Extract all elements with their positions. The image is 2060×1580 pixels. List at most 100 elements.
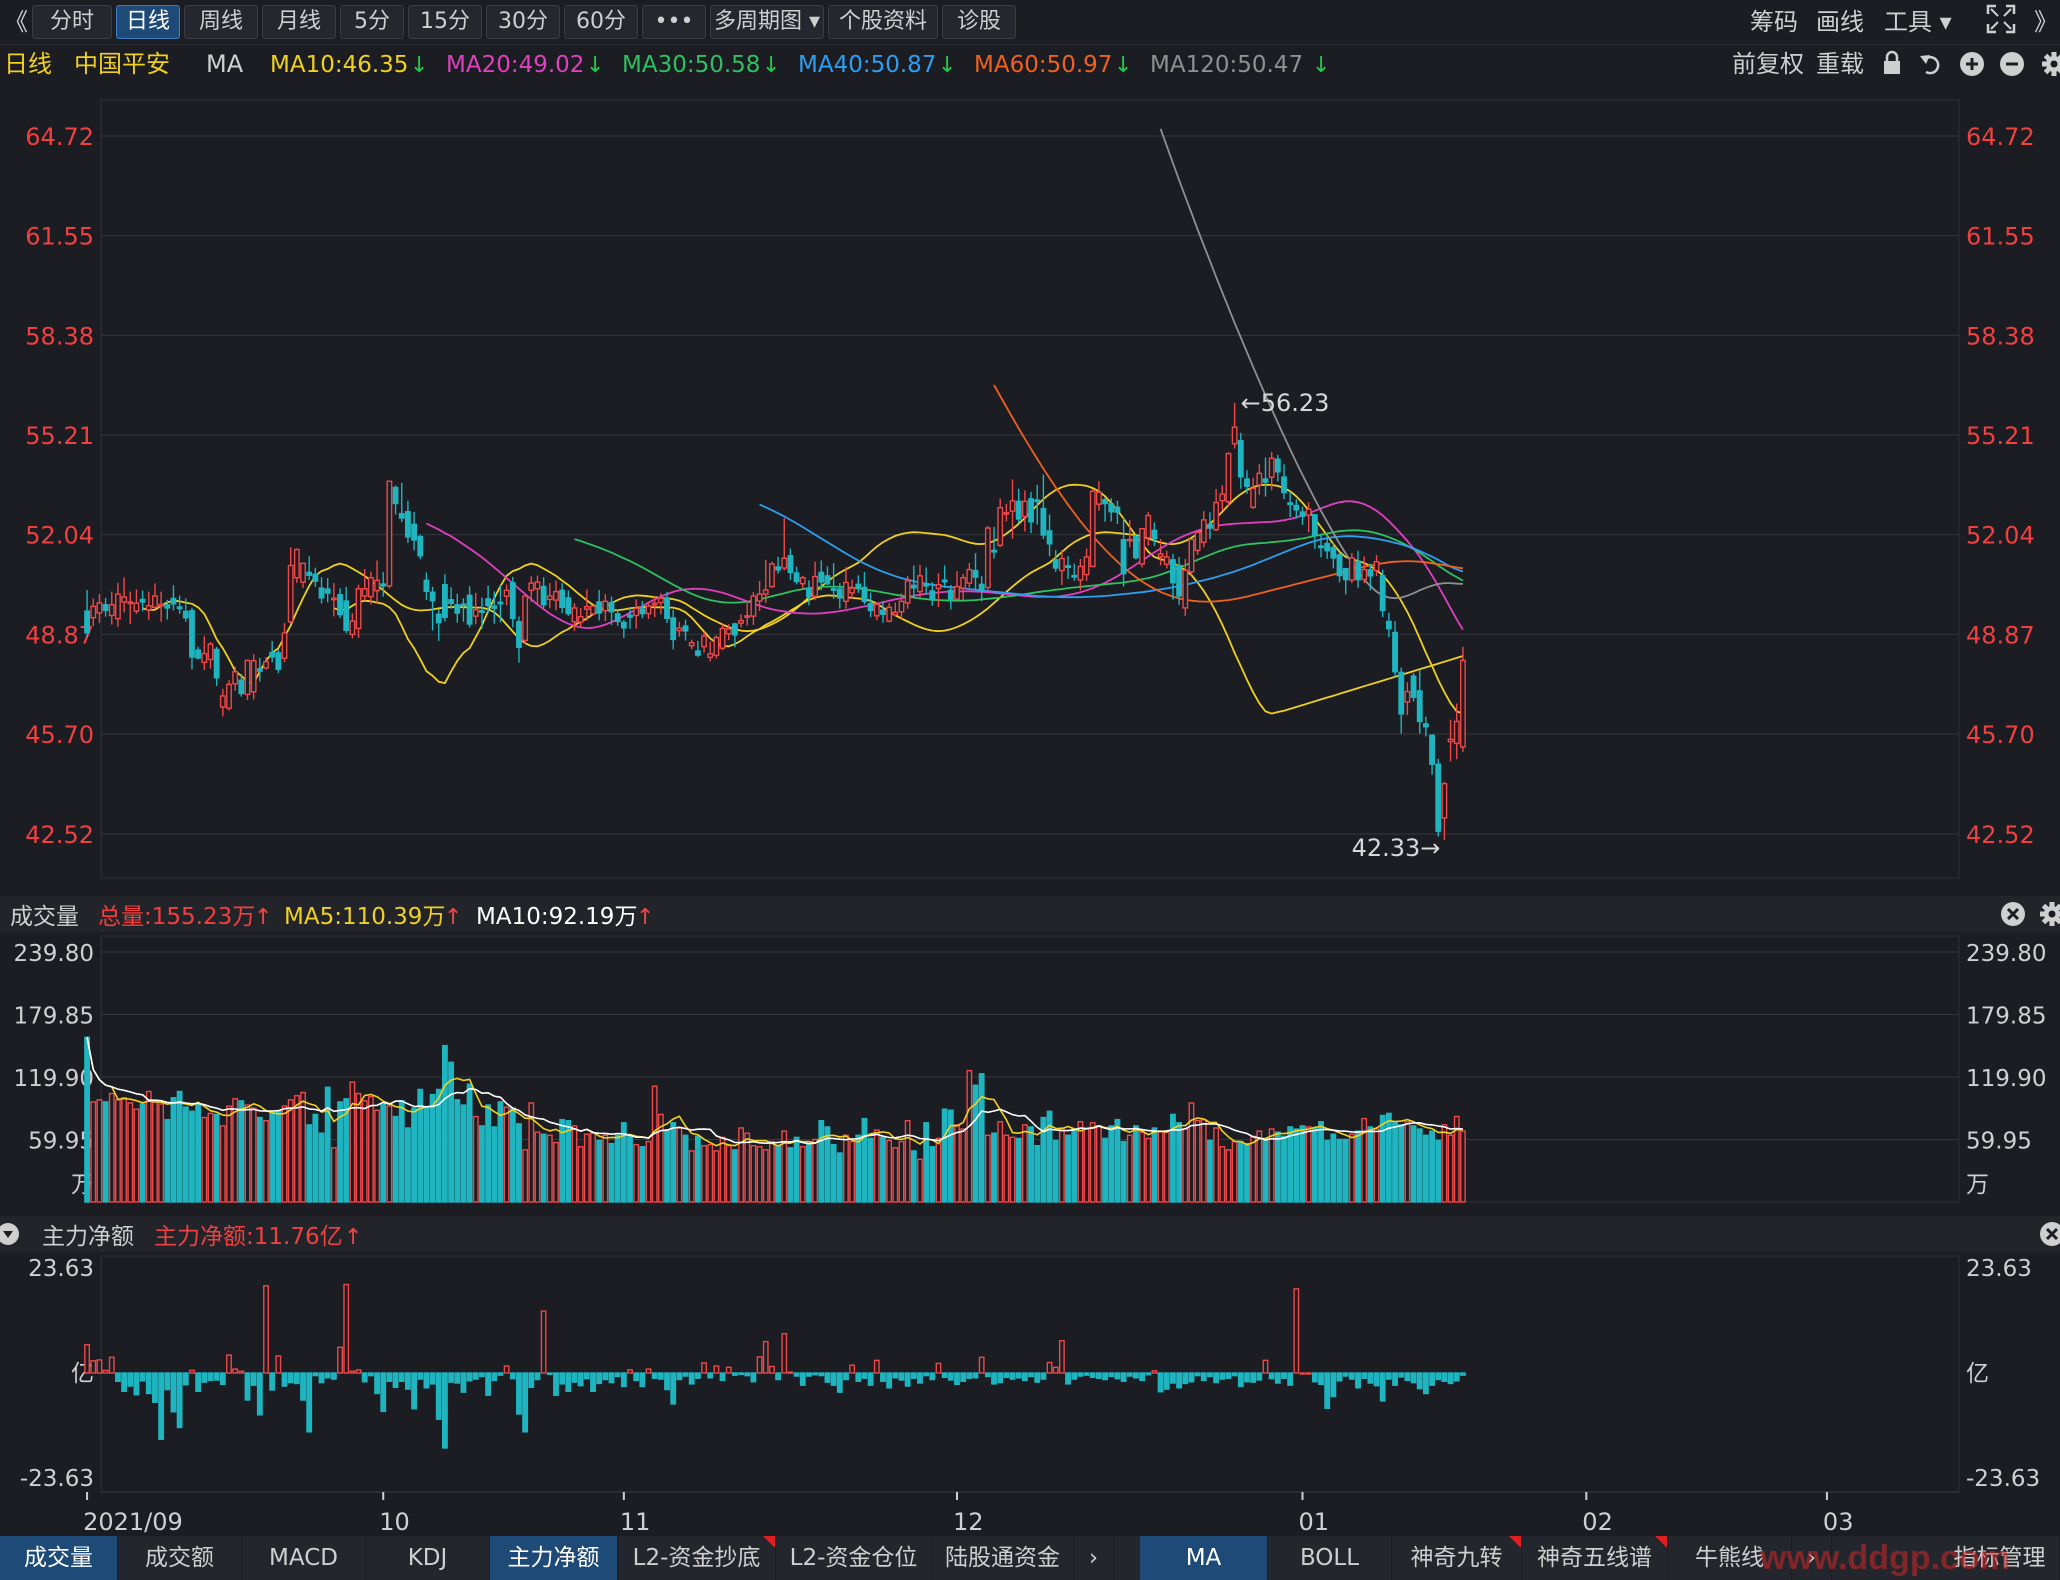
volume-bar bbox=[429, 1093, 436, 1203]
candle-body bbox=[300, 562, 306, 583]
right-tabs-scroll-icon[interactable]: › bbox=[1792, 1536, 1832, 1580]
flow-bar bbox=[898, 1372, 905, 1381]
candle-body bbox=[719, 627, 726, 649]
candle-body bbox=[818, 571, 825, 583]
indicator-tab-right-3[interactable]: 神奇五线谱 bbox=[1522, 1536, 1668, 1580]
volume-bar bbox=[238, 1100, 245, 1203]
period-button-7[interactable]: 60分 bbox=[564, 5, 638, 39]
indicator-tab-right-2[interactable]: 神奇九转 bbox=[1392, 1536, 1522, 1580]
flow-bar bbox=[713, 1365, 720, 1374]
ma-down-arrow-4: ↓ bbox=[1114, 53, 1132, 78]
indicator-tab-left-5[interactable]: L2-资金抄底 bbox=[618, 1536, 776, 1580]
period-button-4[interactable]: 5分 bbox=[340, 5, 404, 39]
stock-chart[interactable]: 日线 中国平安 MA MA10:46.35 ↓ MA20:49.02 ↓ MA30:50.58… bbox=[0, 0, 2060, 1536]
period-button-8[interactable]: ••• bbox=[642, 5, 706, 39]
volume-bar bbox=[1163, 1130, 1170, 1203]
indicator-tab-right-1[interactable]: BOLL bbox=[1268, 1536, 1392, 1580]
toolbar-right-item-2[interactable]: 工具 ▾ bbox=[1884, 8, 1952, 36]
candle-body bbox=[1318, 545, 1324, 549]
zoom-out-icon[interactable] bbox=[2000, 52, 2024, 76]
fullscreen-icon[interactable] bbox=[1986, 4, 2016, 43]
indicator-tab-right-0[interactable]: MA bbox=[1140, 1536, 1268, 1580]
chart-settings-gear-icon[interactable] bbox=[2042, 52, 2060, 76]
volume-bar bbox=[1416, 1128, 1423, 1203]
undo-icon[interactable] bbox=[1920, 55, 1940, 75]
info-indicator: MA bbox=[206, 50, 244, 78]
volume-bar bbox=[1268, 1128, 1275, 1203]
candle-body bbox=[978, 583, 985, 592]
volume-bar bbox=[102, 1101, 109, 1203]
flow-bar bbox=[1200, 1372, 1207, 1382]
volume-bar bbox=[886, 1139, 893, 1203]
candle-body bbox=[1058, 557, 1065, 572]
period-button-11[interactable]: 诊股 bbox=[942, 5, 1016, 39]
flow-bar bbox=[1318, 1372, 1324, 1386]
indicator-tab-left-4[interactable]: 主力净额 bbox=[490, 1536, 618, 1580]
candle-body bbox=[651, 602, 658, 606]
volume-bar bbox=[1348, 1133, 1355, 1203]
volume-close-icon[interactable] bbox=[2001, 902, 2025, 926]
period-button-2[interactable]: 周线 bbox=[184, 5, 258, 39]
period-button-10[interactable]: 个股资料 bbox=[828, 5, 938, 39]
indicator-tab-left-6[interactable]: L2-资金仓位 bbox=[776, 1536, 932, 1580]
back-icon[interactable]: 《 bbox=[4, 8, 28, 36]
indicator-tab-left-7[interactable]: 陆股通资金 bbox=[932, 1536, 1074, 1580]
volume-bar bbox=[1250, 1135, 1257, 1203]
period-button-0[interactable]: 分时 bbox=[32, 5, 112, 39]
volume-bar bbox=[1311, 1127, 1318, 1203]
flow-bar bbox=[170, 1372, 177, 1413]
indicator-tab-left-3[interactable]: KDJ bbox=[366, 1536, 490, 1580]
flow-close-icon[interactable] bbox=[2040, 1222, 2060, 1246]
indicator-tab-left-2[interactable]: MACD bbox=[242, 1536, 366, 1580]
volume-bar bbox=[1114, 1118, 1121, 1203]
candle-body bbox=[534, 581, 541, 590]
volume-bar bbox=[793, 1136, 800, 1203]
flow-collapse-icon[interactable] bbox=[0, 1223, 19, 1245]
period-button-6[interactable]: 30分 bbox=[486, 5, 560, 39]
candle-body bbox=[812, 575, 819, 598]
flow-bar bbox=[182, 1372, 189, 1386]
flow-bar bbox=[1133, 1372, 1139, 1379]
flow-bar bbox=[108, 1356, 115, 1374]
volume-legend-1: MA5:110.39万 bbox=[284, 904, 445, 930]
ma-line-ma120 bbox=[1159, 128, 1463, 600]
tabs-scroll-right-icon[interactable]: › bbox=[1074, 1536, 1114, 1580]
toolbar-right-item-0[interactable]: 筹码 bbox=[1750, 8, 1798, 36]
volume-bar bbox=[460, 1104, 467, 1203]
toolbar-right-item-1[interactable]: 画线 bbox=[1816, 8, 1864, 36]
volume-bar bbox=[158, 1103, 165, 1203]
period-button-1[interactable]: 日线 bbox=[116, 5, 180, 39]
flow-bar bbox=[1250, 1372, 1257, 1383]
candle-body bbox=[404, 511, 411, 538]
volume-bar bbox=[1274, 1131, 1281, 1203]
price-tick-right: 42.52 bbox=[1966, 821, 2035, 849]
flow-bar bbox=[806, 1372, 812, 1377]
volume-settings-gear-icon[interactable] bbox=[2040, 902, 2060, 926]
volume-bar bbox=[565, 1119, 572, 1203]
lock-icon[interactable] bbox=[1884, 50, 1900, 74]
flow-bar bbox=[448, 1372, 455, 1383]
volume-bar bbox=[719, 1136, 726, 1203]
candle-body bbox=[633, 607, 640, 617]
volume-label: 成交量 bbox=[10, 904, 79, 930]
fuquan-button[interactable]: 前复权 bbox=[1732, 50, 1804, 78]
indicator-tab-right-4[interactable]: 牛熊线 bbox=[1668, 1536, 1792, 1580]
candle-body bbox=[1028, 498, 1034, 523]
period-button-9[interactable]: 多周期图 ▾ bbox=[710, 5, 824, 39]
period-button-3[interactable]: 月线 bbox=[262, 5, 336, 39]
flow-bar bbox=[516, 1372, 522, 1415]
flow-bar bbox=[435, 1372, 442, 1420]
zoom-in-icon[interactable] bbox=[1960, 52, 1984, 76]
flow-bar bbox=[306, 1372, 313, 1433]
indicator-tab-left-1[interactable]: 成交额 bbox=[118, 1536, 242, 1580]
flow-bar bbox=[731, 1372, 738, 1376]
reload-button[interactable]: 重载 bbox=[1816, 50, 1864, 78]
volume-bar bbox=[1262, 1138, 1269, 1203]
ma-line-ma10 bbox=[333, 483, 1464, 715]
indicator-manage-button[interactable]: 指标管理 bbox=[1940, 1536, 2060, 1580]
indicator-tab-left-0[interactable]: 成交量 bbox=[0, 1536, 118, 1580]
period-button-5[interactable]: 15分 bbox=[408, 5, 482, 39]
price-tick-left: 58.38 bbox=[25, 322, 94, 350]
forward-icon[interactable]: 》 bbox=[2034, 8, 2058, 36]
candle-body bbox=[145, 605, 152, 611]
